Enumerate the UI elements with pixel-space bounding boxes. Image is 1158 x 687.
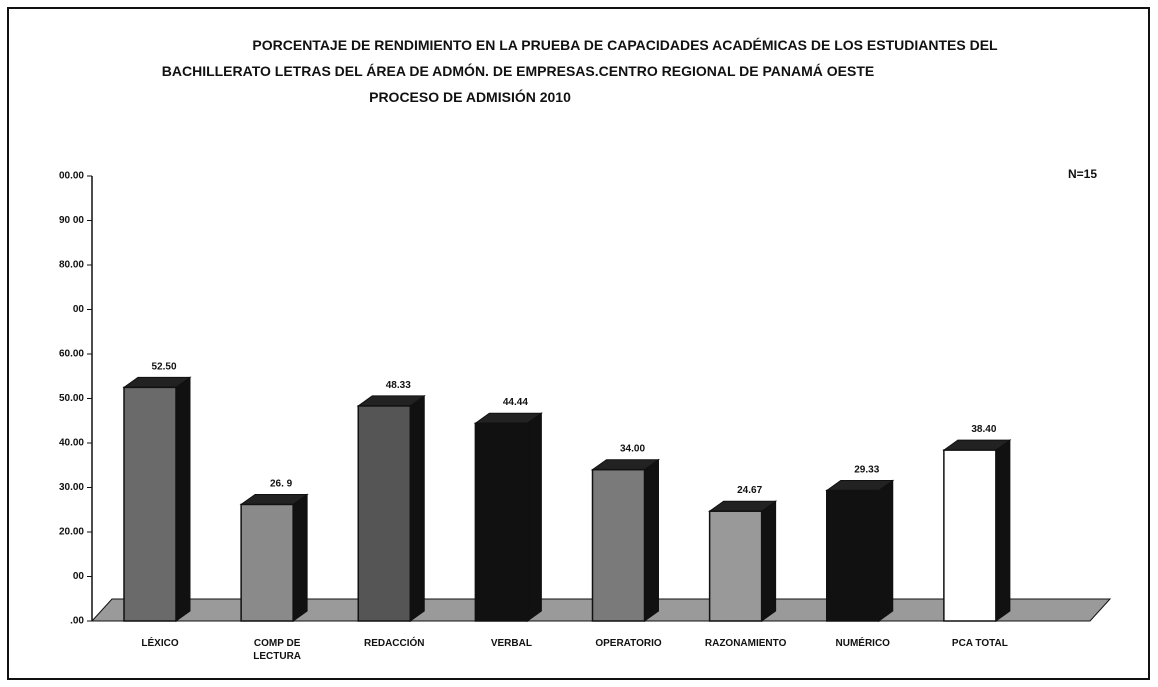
y-tick-label: 00 xyxy=(73,304,85,315)
bar xyxy=(825,479,895,622)
bar-side xyxy=(644,458,659,622)
data-label: 44.44 xyxy=(503,397,528,408)
bar xyxy=(473,412,543,622)
bar-front xyxy=(943,449,997,622)
bar xyxy=(122,376,192,622)
data-label: 26. 9 xyxy=(270,478,293,489)
y-tick-label: 30.00 xyxy=(59,482,84,493)
bar-side xyxy=(175,376,191,622)
bar xyxy=(942,439,1012,622)
bar xyxy=(239,493,309,622)
bar-side xyxy=(761,500,777,622)
bar-front xyxy=(357,405,411,622)
bar-side xyxy=(526,412,542,622)
annotation: N=15 xyxy=(1068,167,1097,181)
bar-side xyxy=(878,479,894,622)
data-label: 29.33 xyxy=(854,464,879,475)
bar-front xyxy=(474,422,529,622)
bar-front xyxy=(826,489,880,622)
data-label: 52.50 xyxy=(151,361,176,372)
data-label: 24.67 xyxy=(737,485,762,496)
x-tick-label: REDACCIÓN xyxy=(364,636,425,649)
bar-front xyxy=(240,503,294,622)
y-tick-label: 00 xyxy=(73,571,85,582)
bar xyxy=(356,394,426,622)
x-tick-label: VERBAL xyxy=(491,638,532,649)
chart-title-line: PROCESO DE ADMISIÓN 2010 xyxy=(369,88,571,105)
y-tick-label: 60.00 xyxy=(59,349,84,360)
y-tick-label: 00.00 xyxy=(59,171,84,182)
chart-title-line: BACHILLERATO LETRAS DEL ÁREA DE ADMÓN. D… xyxy=(162,62,875,79)
x-tick-label: OPERATORIO xyxy=(595,638,662,649)
bar-side xyxy=(995,439,1011,622)
data-label: 34.00 xyxy=(620,444,645,455)
bar xyxy=(590,458,661,622)
data-label: 38.40 xyxy=(971,424,996,435)
chart-title-line: PORCENTAJE DE RENDIMIENTO EN LA PRUEBA D… xyxy=(252,37,998,53)
x-tick-label: PCA TOTAL xyxy=(952,638,1008,649)
bar xyxy=(708,500,778,622)
y-tick-label: 50.00 xyxy=(59,393,84,404)
y-tick-label: 40.00 xyxy=(59,438,84,449)
x-tick-label: COMP DE LECTURA xyxy=(253,638,301,662)
y-tick-label: 90 00 xyxy=(59,215,84,226)
bar-side xyxy=(292,493,308,622)
y-tick-label: 20.00 xyxy=(59,527,84,538)
bar-front xyxy=(591,468,646,622)
y-tick-label: 80.00 xyxy=(59,260,84,271)
y-tick-label: .00 xyxy=(70,616,84,627)
x-tick-label: NUMÉRICO xyxy=(836,636,891,649)
data-label: 48.33 xyxy=(386,380,411,391)
bar-front xyxy=(708,510,763,622)
x-tick-label: RAZONAMIENTO xyxy=(705,638,787,649)
bar-front xyxy=(123,386,177,622)
x-tick-label: LÉXICO xyxy=(141,636,178,649)
bar-side xyxy=(409,394,425,622)
